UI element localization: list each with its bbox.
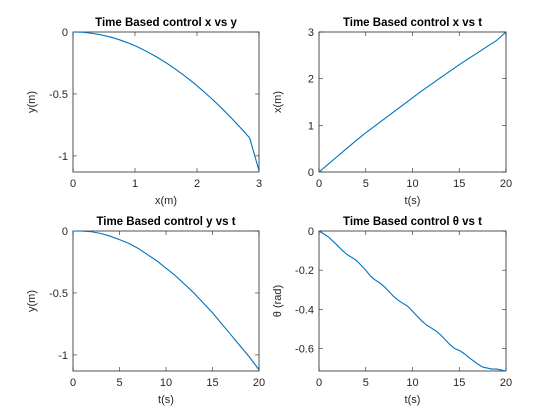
x-axis-label: t(s) (405, 195, 421, 207)
plot-area (72, 31, 260, 173)
y-tick-label: -0.4 (295, 304, 314, 316)
y-tick-label: -1 (58, 350, 68, 362)
x-tick-label: 10 (406, 377, 418, 389)
chart-title: Time Based control x vs y (95, 17, 237, 29)
series-line (72, 31, 260, 171)
x-tick-label: 5 (116, 377, 122, 389)
x-tick-label: 5 (363, 377, 369, 389)
x-tick-label: 15 (453, 178, 465, 190)
y-tick-label: 0 (308, 167, 314, 179)
ticks-group: 0 1 2 3 -1 -0.5 0 (49, 27, 262, 190)
x-tick-label: 20 (500, 178, 512, 190)
ticks-group: 0 5 10 15 20 0 1 2 3 (308, 27, 512, 190)
subplot-x-vs-t: Time Based control x vs t t(s) x(m) 0 5 10… (272, 17, 512, 207)
y-tick-label: 1 (308, 120, 314, 132)
ticks-group: 0 5 10 15 20 -0.6 -0.4 -0.2 0 (295, 226, 512, 389)
y-tick-label: 0 (62, 27, 68, 39)
x-tick-label: 0 (70, 377, 76, 389)
x-tick-label: 1 (132, 178, 138, 190)
x-axis-label: x(m) (155, 195, 177, 207)
subplot-theta-vs-t: Time Based control θ vs t t(s) θ (rad) 0… (272, 216, 512, 406)
y-axis-label: y(m) (26, 290, 38, 312)
chart-title: Time Based control y vs t (96, 216, 235, 228)
series-line (318, 31, 507, 173)
x-tick-label: 20 (500, 377, 512, 389)
series-line (318, 230, 507, 372)
y-tick-label: 2 (308, 74, 314, 86)
x-tick-label: 2 (194, 178, 200, 190)
y-tick-label: 0 (62, 226, 68, 238)
y-tick-label: 3 (308, 27, 314, 39)
y-tick-label: -0.6 (295, 343, 314, 355)
y-axis-label: θ (rad) (272, 285, 284, 317)
chart-title: Time Based control x vs t (343, 17, 482, 29)
x-tick-label: 10 (406, 178, 418, 190)
x-tick-label: 0 (316, 178, 322, 190)
subplot-y-vs-t: Time Based control y vs t t(s) y(m) 0 5 10… (26, 216, 265, 406)
x-tick-label: 5 (363, 178, 369, 190)
y-axis-label: y(m) (26, 91, 38, 113)
plot-area (318, 31, 507, 173)
x-tick-label: 10 (160, 377, 172, 389)
subplot-x-vs-y: Time Based control x vs y x(m) y(m) 0 1 2 3… (26, 17, 262, 207)
x-axis-label: t(s) (405, 394, 421, 406)
y-tick-label: -0.2 (295, 265, 314, 277)
plot-area (318, 230, 507, 372)
x-tick-label: 15 (453, 377, 465, 389)
chart-title: Time Based control θ vs t (343, 216, 482, 228)
ticks-group: 0 5 10 15 20 -1 -0.5 0 (49, 226, 265, 389)
x-axis-label: t(s) (158, 394, 174, 406)
x-tick-label: 3 (256, 178, 262, 190)
plot-area (72, 230, 260, 372)
series-line (72, 230, 260, 371)
x-tick-label: 0 (70, 178, 76, 190)
x-tick-label: 0 (316, 377, 322, 389)
y-tick-label: -0.5 (49, 89, 68, 101)
y-axis-label: x(m) (272, 91, 284, 113)
y-tick-label: -1 (58, 151, 68, 163)
x-tick-label: 20 (253, 377, 265, 389)
y-tick-label: -0.5 (49, 288, 68, 300)
x-tick-label: 15 (206, 377, 218, 389)
y-tick-label: 0 (308, 226, 314, 238)
